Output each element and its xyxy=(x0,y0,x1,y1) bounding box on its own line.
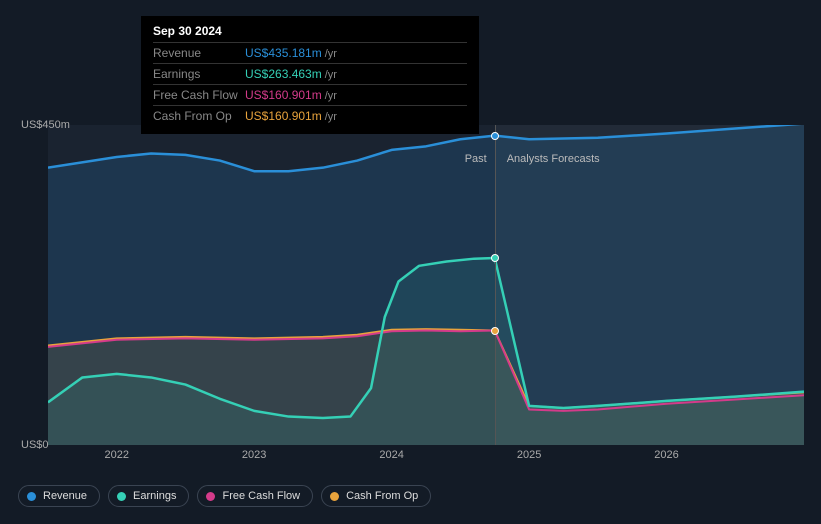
tooltip-metric-unit: /yr xyxy=(325,111,337,123)
legend: Revenue Earnings Free Cash Flow Cash From O… xyxy=(18,485,431,507)
tooltip-date: Sep 30 2024 xyxy=(153,24,467,42)
legend-item[interactable]: Cash From Op xyxy=(321,485,431,507)
tooltip-metric-value: US$435.181m xyxy=(245,46,322,60)
legend-swatch xyxy=(330,492,339,501)
legend-label: Revenue xyxy=(43,490,87,502)
legend-swatch xyxy=(27,492,36,501)
tooltip-metric-value: US$160.901m xyxy=(245,88,322,102)
chart-container: Past Analysts Forecasts US$450mUS$020222… xyxy=(18,125,804,445)
marker-revenue xyxy=(491,132,499,140)
y-axis-label: US$0 xyxy=(21,439,49,451)
legend-item[interactable]: Earnings xyxy=(108,485,189,507)
hover-vertical-line xyxy=(495,125,496,445)
forecast-label: Analysts Forecasts xyxy=(507,153,600,165)
tooltip-metric-label: Free Cash Flow xyxy=(153,88,245,102)
tooltip-metric-label: Revenue xyxy=(153,46,245,60)
hover-tooltip: Sep 30 2024 RevenueUS$435.181m/yrEarning… xyxy=(141,16,479,134)
x-axis-label: 2025 xyxy=(517,449,541,461)
marker-cashop xyxy=(491,327,499,335)
tooltip-rows: RevenueUS$435.181m/yrEarningsUS$263.463m… xyxy=(153,42,467,126)
legend-swatch xyxy=(117,492,126,501)
tooltip-row: Free Cash FlowUS$160.901m/yr xyxy=(153,84,467,105)
x-axis-label: 2026 xyxy=(654,449,678,461)
legend-label: Free Cash Flow xyxy=(222,490,300,502)
past-label: Past xyxy=(465,153,487,165)
legend-swatch xyxy=(206,492,215,501)
legend-label: Cash From Op xyxy=(346,490,418,502)
tooltip-metric-unit: /yr xyxy=(325,69,337,81)
tooltip-metric-label: Cash From Op xyxy=(153,109,245,123)
x-axis-label: 2024 xyxy=(379,449,403,461)
tooltip-row: RevenueUS$435.181m/yr xyxy=(153,42,467,63)
plot-area[interactable]: Past Analysts Forecasts xyxy=(48,125,804,445)
tooltip-metric-value: US$263.463m xyxy=(245,67,322,81)
tooltip-metric-value: US$160.901m xyxy=(245,109,322,123)
marker-earnings xyxy=(491,254,499,262)
tooltip-metric-unit: /yr xyxy=(325,90,337,102)
y-axis-label: US$450m xyxy=(21,119,70,131)
legend-label: Earnings xyxy=(133,490,176,502)
legend-item[interactable]: Revenue xyxy=(18,485,100,507)
tooltip-metric-unit: /yr xyxy=(325,48,337,60)
legend-item[interactable]: Free Cash Flow xyxy=(197,485,313,507)
forecast-region xyxy=(495,125,804,445)
tooltip-row: Cash From OpUS$160.901m/yr xyxy=(153,105,467,126)
x-axis-label: 2023 xyxy=(242,449,266,461)
x-axis-label: 2022 xyxy=(104,449,128,461)
tooltip-row: EarningsUS$263.463m/yr xyxy=(153,63,467,84)
tooltip-metric-label: Earnings xyxy=(153,67,245,81)
